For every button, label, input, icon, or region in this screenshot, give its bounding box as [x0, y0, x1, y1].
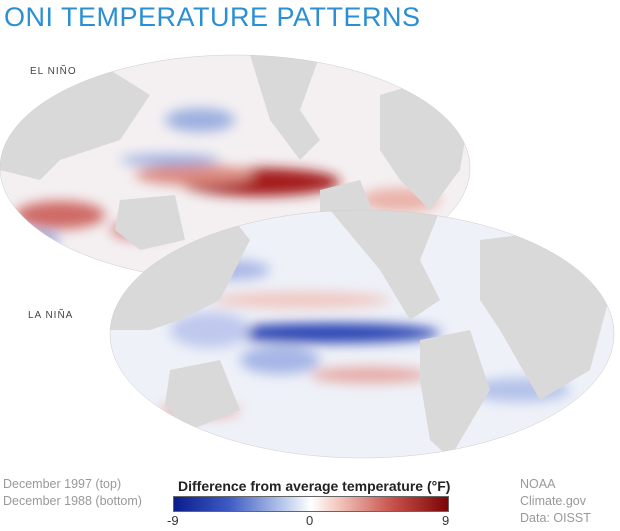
maps — [0, 54, 615, 459]
color-scale-bar — [173, 496, 449, 512]
top-period: December 1997 (top) — [3, 477, 122, 491]
legend-title: Difference from average temperature (°F) — [178, 478, 451, 494]
la-nina-map — [110, 210, 614, 458]
legend-min: -9 — [167, 513, 179, 528]
legend-mid: 0 — [306, 513, 314, 528]
date-info: December 1997 (top) December 1988 (botto… — [3, 476, 142, 510]
el-nino-label: EL NIÑO — [30, 66, 77, 77]
legend-max: 9 — [442, 513, 450, 528]
page-title: ONI TEMPERATURE PATTERNS — [4, 2, 421, 32]
la-nina-label: LA NIÑA — [28, 310, 74, 321]
bottom-period: December 1988 (bottom) — [3, 494, 142, 508]
source-credit: NOAA Climate.gov — [520, 477, 586, 508]
data-credit: Data: OISST — [520, 511, 591, 525]
credits: NOAA Climate.gov Data: OISST — [520, 476, 620, 527]
